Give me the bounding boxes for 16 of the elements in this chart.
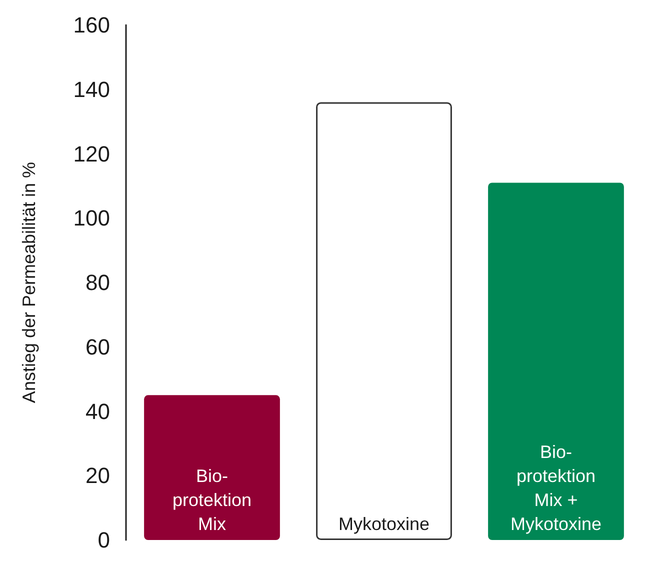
- y-tick-label: 140: [73, 76, 110, 102]
- bar: [488, 182, 624, 540]
- y-tick-label: 60: [86, 334, 110, 360]
- x-tick-label: Bio-protektion Mix + Mykotoxine: [510, 442, 602, 534]
- y-tick-label: 20: [86, 463, 110, 488]
- y-tick-label: 160: [73, 12, 110, 38]
- y-tick-label: 0: [98, 528, 110, 552]
- bar: [144, 395, 280, 540]
- y-tick-label: 100: [73, 206, 110, 231]
- x-tick-label: Bio-protektion Mix: [172, 466, 252, 534]
- x-tick-label: Mykotoxine: [338, 514, 430, 534]
- bar: [316, 102, 452, 540]
- y-axis-title: Anstieg der Permeabilität in %: [19, 162, 39, 404]
- y-tick-label: 40: [86, 398, 110, 424]
- y-tick-label: 80: [86, 270, 110, 295]
- y-tick-label: 120: [73, 141, 110, 166]
